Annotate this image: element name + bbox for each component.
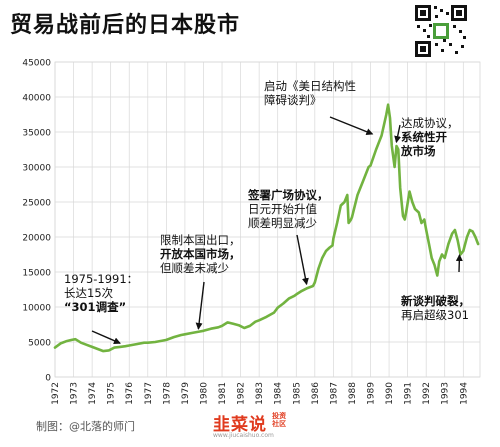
annotation-line: 长达15次 [64,286,114,300]
annotation-arrow [296,234,309,286]
plot-frame [54,61,481,378]
annotation-line: 开放本国市场， [160,247,241,261]
brand-main: 韭菜说 [213,415,267,435]
annotation-line: 障碍谈判》 [264,93,322,107]
x-tick-label: 1973 [70,382,80,405]
x-tick-label: 1985 [292,382,302,405]
series-layer [53,103,480,353]
annotation-line: 再启超级301 [401,308,469,322]
x-tick-label: 1977 [144,382,154,405]
annotation-arrow [394,124,402,144]
brand-logo: 韭菜说 投资 社区 www.jiucaishuo.com [213,410,286,439]
x-tick-label: 1975 [107,382,117,405]
annotation-line: 系统性开 [401,130,447,144]
x-tick-label: 1984 [274,382,284,405]
y-tick-label: 25000 [22,199,51,209]
y-tick-label: 10000 [22,304,51,314]
x-tick-label: 1987 [329,382,339,405]
annotations-layer: 1975-1991：长达15次“301调查” 限制本国出口，开放本国市场，但顺差未… [64,79,470,345]
annotation-arrow [329,116,374,136]
x-tick-label: 1993 [441,382,451,405]
series-line [53,103,480,353]
annotation-line: 达成协议， [401,116,459,130]
y-tick-label: 15000 [22,269,51,279]
x-tick-label: 1986 [311,382,321,405]
y-tick-label: 5000 [28,339,51,349]
x-tick-label: 1990 [385,382,395,405]
x-tick-label: 1981 [218,382,228,405]
annotation-line: 放市场 [400,144,436,158]
annotation-arrow [91,330,121,345]
grid-layer [54,61,481,378]
qr-code-icon [413,3,469,59]
annotation: 限制本国出口，开放本国市场，但顺差未减少 [160,233,241,330]
x-tick-label: 1988 [348,382,358,405]
x-tick-label: 1982 [237,382,247,405]
annotation-line: 但顺差未减少 [160,261,229,275]
y-tick-label: 20000 [22,234,51,244]
y-tick-label: 45000 [22,59,51,69]
annotation-arrow [195,281,205,330]
annotation-line: 限制本国出口， [160,233,241,247]
annotation-line: 顺差明显减少 [248,216,317,230]
y-tick-label: 0 [45,374,51,384]
y-tick-labels: 0 5000 10000 15000 20000 25000 30000 35000 40000… [22,59,51,384]
x-tick-label: 1980 [199,382,209,405]
annotation-line: 新谈判破裂， [401,294,470,308]
brand-sub: 投资 社区 [272,412,287,428]
x-tick-label: 1979 [181,382,191,405]
annotation: 1975-1991：长达15次“301调查” [64,272,138,345]
y-tick-label: 30000 [22,164,51,174]
y-tick-label: 40000 [22,94,51,104]
annotation-line: 日元开始升值 [248,202,317,216]
x-tick-label: 1991 [404,382,414,405]
annotation: 新谈判破裂，再启超级301 [401,254,470,322]
credit-text: 制图：@北落的师门 [36,420,135,433]
annotation-arrow [455,254,463,273]
x-tick-labels: 1972 1973 1974 1975 1976 1977 1978 1979 1980 1981… [51,382,469,405]
x-tick-label: 1978 [162,382,172,405]
x-tick-label: 1974 [88,382,98,405]
x-tick-label: 1972 [51,382,61,405]
x-tick-label: 1989 [367,382,377,405]
chart-title: 贸易战前后的日本股市 [10,13,241,38]
x-tick-label: 1976 [125,382,135,405]
annotation-line: “301调查” [64,300,126,314]
annotation-line: 1975-1991： [64,272,138,286]
x-tick-label: 1983 [255,382,265,405]
annotation-line: 启动《美日结构性 [264,79,356,93]
x-tick-label: 1994 [459,382,469,405]
x-tick-label: 1992 [422,382,432,405]
brand-url: www.jiucaishuo.com [213,432,274,439]
y-tick-label: 35000 [22,129,51,139]
annotation-line: 签署广场协议， [247,188,329,202]
